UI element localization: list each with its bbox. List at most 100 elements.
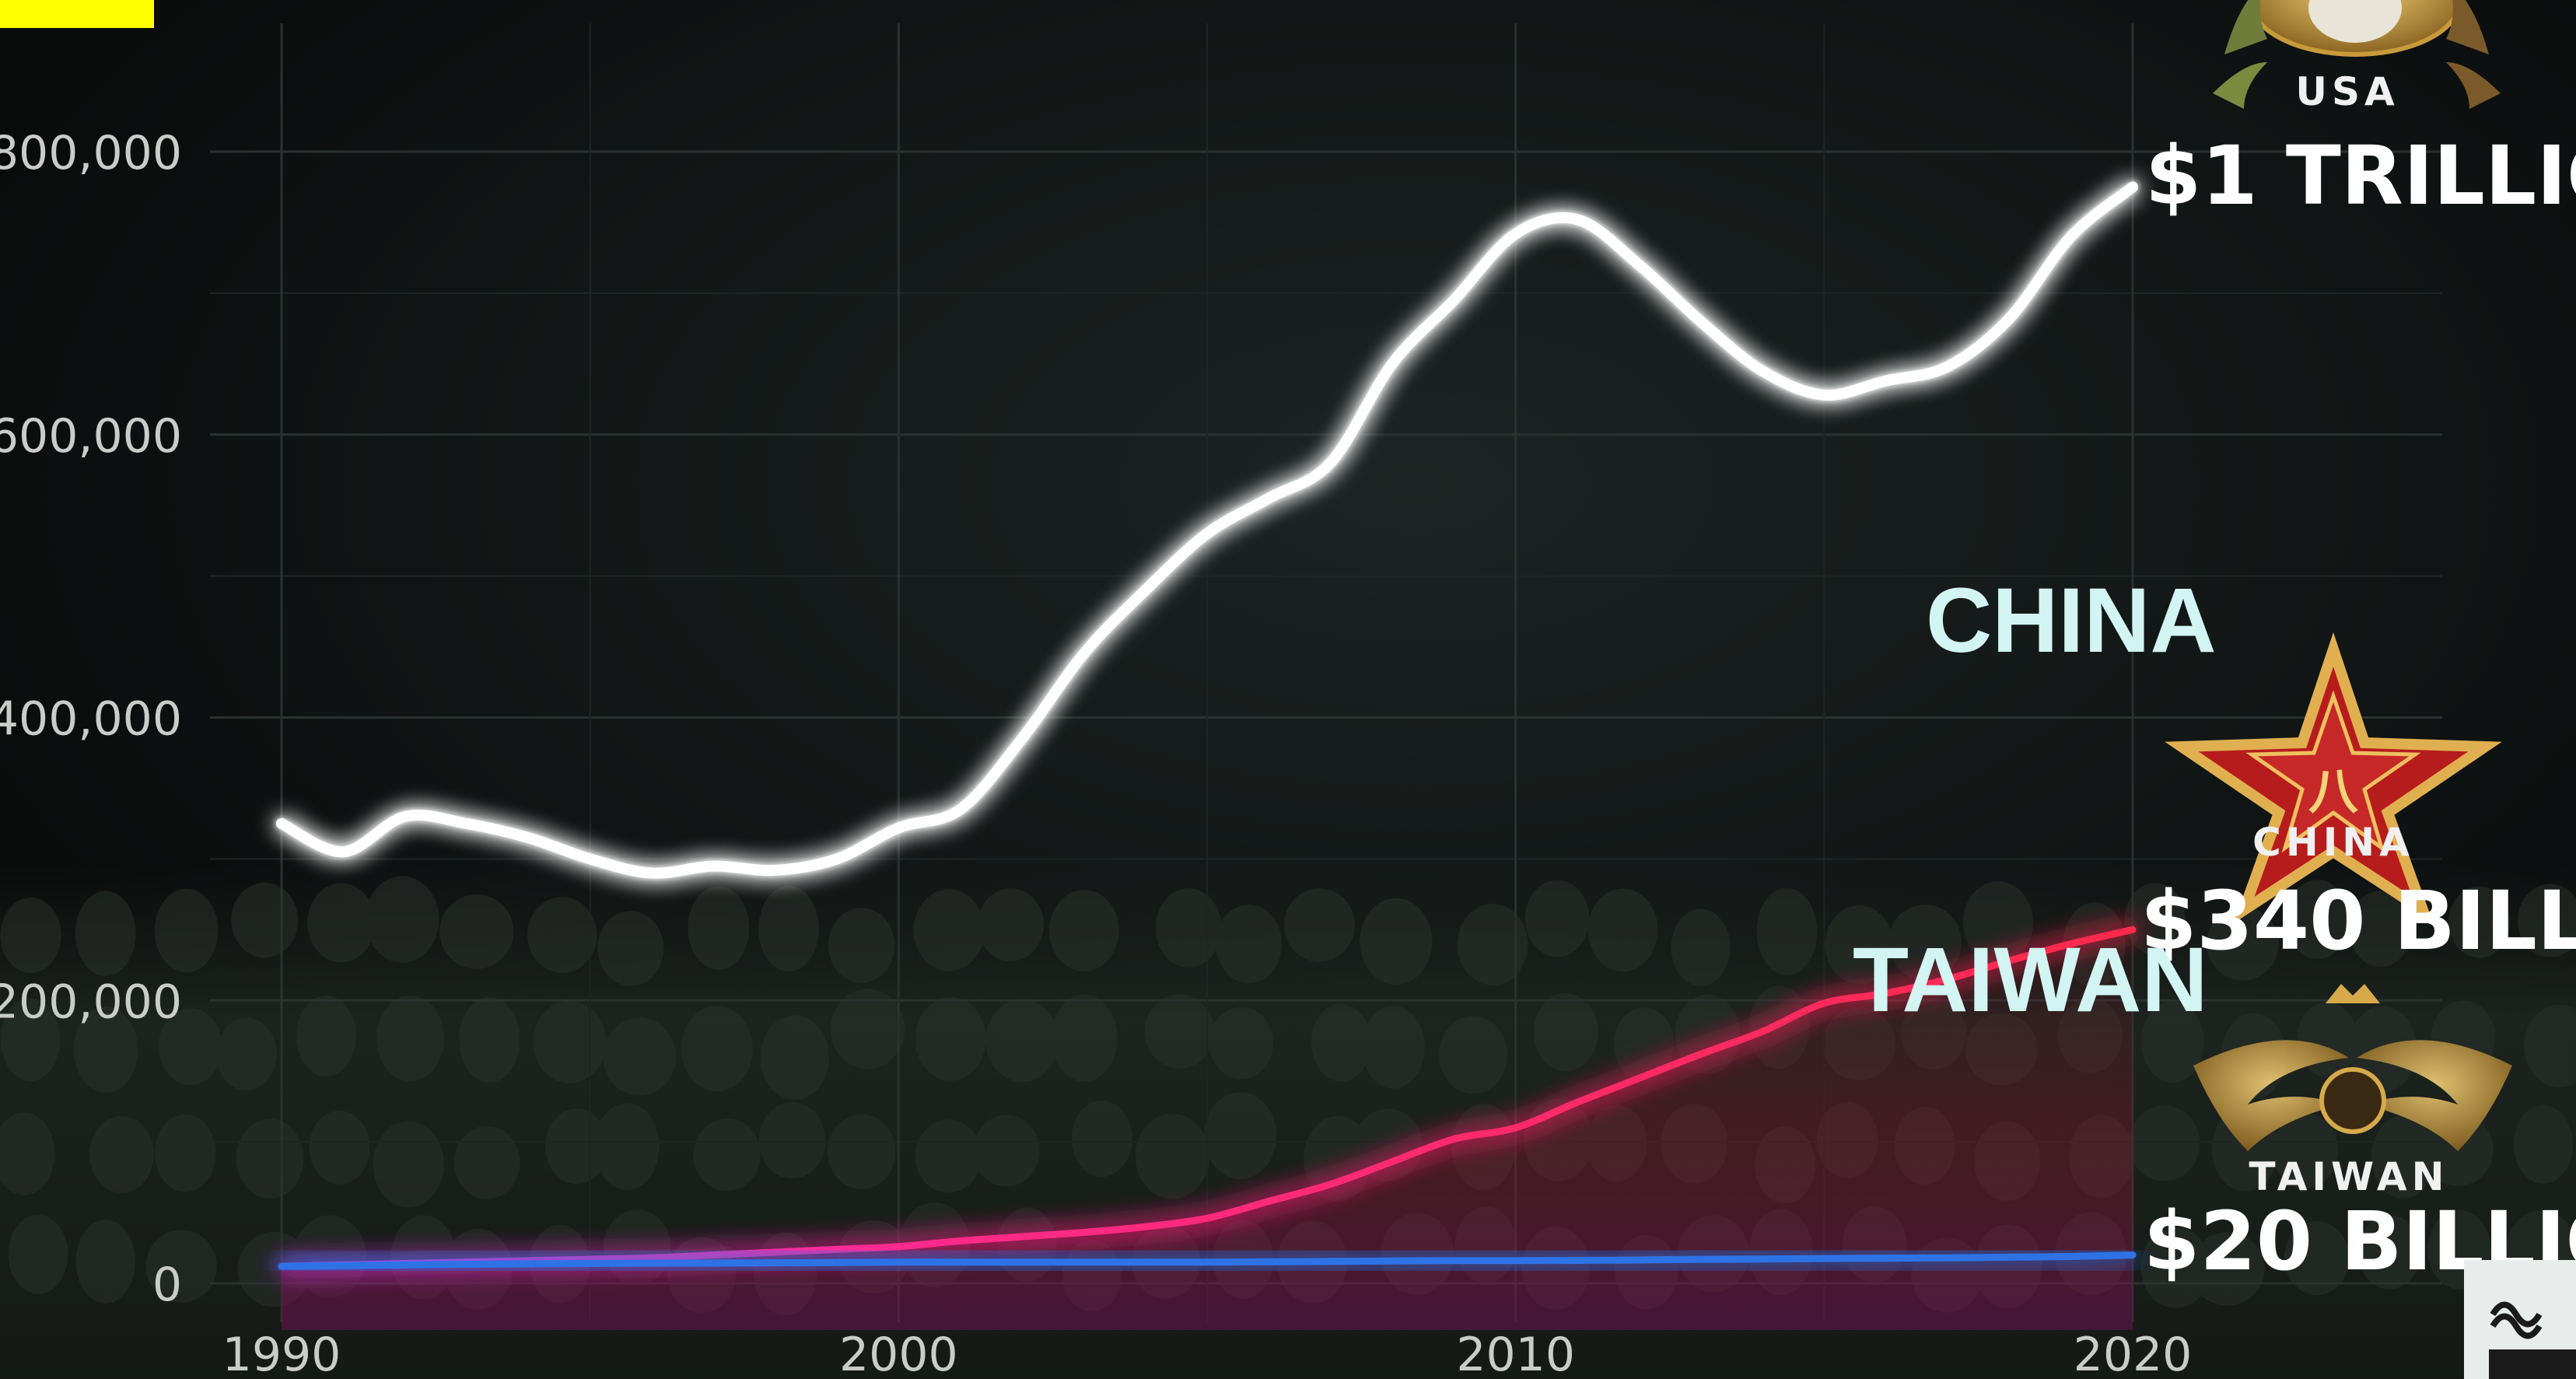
usa-series-line-point	[1638, 264, 1640, 266]
china-area-wash	[282, 929, 2133, 1330]
usa-series-line-point	[466, 823, 467, 824]
usa-series-line-point	[1083, 653, 1084, 655]
china-series-line-point	[1453, 1138, 1454, 1139]
taiwan-wings-emblem-icon	[2193, 984, 2512, 1151]
taiwan-series-line-point	[404, 1264, 406, 1265]
y-tick-label: 600,000	[0, 409, 182, 464]
taiwan-series-line-point	[1083, 1262, 1084, 1263]
china-series-line-point	[1021, 1236, 1023, 1237]
taiwan-series-line-point	[1330, 1261, 1332, 1262]
china-series-line-point	[1823, 1003, 1825, 1004]
x-axis-ticks: 1990 2000 2010 2020	[222, 1328, 2193, 1379]
broadcaster-logo-icon	[2464, 1260, 2576, 1379]
china-series-line-point	[1145, 1226, 1146, 1227]
taiwan-series-line-point	[1700, 1258, 1702, 1260]
taiwan-series-line-point	[281, 1265, 282, 1267]
taiwan-series-line-point	[1206, 1262, 1208, 1263]
taiwan-series-line-point	[1762, 1258, 1763, 1260]
usa-amount: $1 TRILLION	[2145, 128, 2576, 223]
y-tick-label: 0	[152, 1258, 182, 1312]
usa-series-line-point	[1021, 738, 1023, 740]
usa-series-line-point	[2132, 186, 2133, 187]
y-axis-ticks: 800,000 600,000 400,000 200,000 0	[0, 126, 182, 1312]
usa-series-line-point	[590, 858, 591, 859]
x-tick-label: 2010	[1456, 1328, 1575, 1379]
usa-series-line-point	[1145, 590, 1146, 591]
china-series-line-point	[898, 1246, 899, 1248]
china-series-line-point	[1700, 1053, 1702, 1055]
y-tick-label: 200,000	[0, 975, 182, 1029]
taiwan-series-line-point	[1021, 1262, 1023, 1263]
taiwan-series-line-point	[1391, 1260, 1393, 1262]
taiwan-series-line-point	[527, 1263, 529, 1265]
usa-series-line-point	[836, 858, 838, 859]
china-series-line-point	[590, 1258, 591, 1260]
taiwan-series-line-point	[775, 1262, 776, 1264]
china-series-line-point	[712, 1255, 714, 1256]
china-series-line-point	[836, 1248, 838, 1250]
usa-badge-caption: USA	[2295, 69, 2399, 114]
china-badge-caption: CHINA	[2252, 820, 2414, 865]
usa-series-line-point	[527, 837, 529, 838]
taiwan-series-line-point	[342, 1265, 344, 1266]
usa-series-line-point	[775, 870, 776, 871]
usa-series-line-point	[1577, 219, 1578, 220]
taiwan-series-line-point	[1515, 1260, 1517, 1262]
taiwan-badge-caption: TAIWAN	[2249, 1154, 2449, 1199]
y-tick-label: 800,000	[0, 126, 182, 180]
usa-series-line-point	[1453, 299, 1454, 301]
taiwan-series-line-point	[1885, 1258, 1887, 1259]
usa-emblem-icon	[2213, 0, 2501, 109]
crowd-backdrop	[0, 863, 2576, 1379]
taiwan-series-line-point	[466, 1263, 467, 1265]
x-tick-label: 2020	[2074, 1328, 2193, 1379]
china-series-line-point	[1638, 1077, 1640, 1079]
china-series-line-point	[960, 1240, 961, 1241]
usa-series-line-point	[1206, 533, 1208, 534]
china-series-line-point	[1083, 1232, 1084, 1234]
usa-series-line-point	[281, 823, 282, 824]
taiwan-series-line-point	[2132, 1255, 2133, 1256]
usa-series-line-point	[2070, 236, 2072, 237]
china-series-line-point	[1391, 1161, 1393, 1163]
taiwan-series-line-point	[2008, 1256, 2010, 1258]
x-tick-label: 1990	[222, 1328, 341, 1379]
usa-series-line-point	[2008, 318, 2010, 320]
series-group	[276, 181, 2138, 1270]
usa-series-line-point	[712, 865, 714, 866]
china-star-emblem-icon: 八	[2165, 632, 2502, 924]
china-overlay-label: CHINA	[1926, 569, 2217, 672]
china-series-line-point	[651, 1257, 653, 1258]
china-amount: $340 BILLION	[2140, 873, 2576, 968]
taiwan-series-line-point	[2070, 1255, 2072, 1257]
usa-series-line-point	[1268, 498, 1269, 499]
taiwan-series-line-point	[1947, 1257, 1948, 1258]
taiwan-series-line-point	[836, 1262, 838, 1263]
china-series-line-point	[1206, 1217, 1208, 1219]
taiwan-series-line-point	[1268, 1261, 1269, 1262]
usa-series-line-point	[1762, 370, 1763, 372]
taiwan-series-line-point	[712, 1262, 714, 1264]
taiwan-series-line-point	[1145, 1262, 1146, 1263]
china-series-line-point	[1577, 1101, 1578, 1103]
svg-text:八: 八	[2308, 764, 2359, 821]
usa-series-line-point	[1823, 394, 1825, 396]
china-series-line-point	[1330, 1184, 1332, 1185]
china-series-line	[278, 926, 2137, 1270]
usa-series-line-point	[404, 816, 406, 817]
china-series-line-point	[1762, 1031, 1763, 1032]
highlight-box	[0, 0, 154, 28]
usa-series-line-point	[1391, 363, 1393, 365]
usa-series-line-point	[1947, 366, 1948, 367]
taiwan-series-line-point	[1823, 1258, 1825, 1259]
china-series-line-point	[1515, 1127, 1517, 1129]
x-tick-label: 2000	[839, 1328, 958, 1379]
taiwan-series-line-point	[898, 1262, 899, 1263]
china-series-line-point	[775, 1251, 776, 1253]
y-tick-label: 400,000	[0, 692, 182, 747]
taiwan-overlay-label: TAIWAN	[1853, 929, 2208, 1031]
usa-series-line	[276, 181, 2138, 879]
taiwan-series-line-point	[960, 1262, 961, 1263]
taiwan-series-line-point	[1577, 1260, 1578, 1262]
